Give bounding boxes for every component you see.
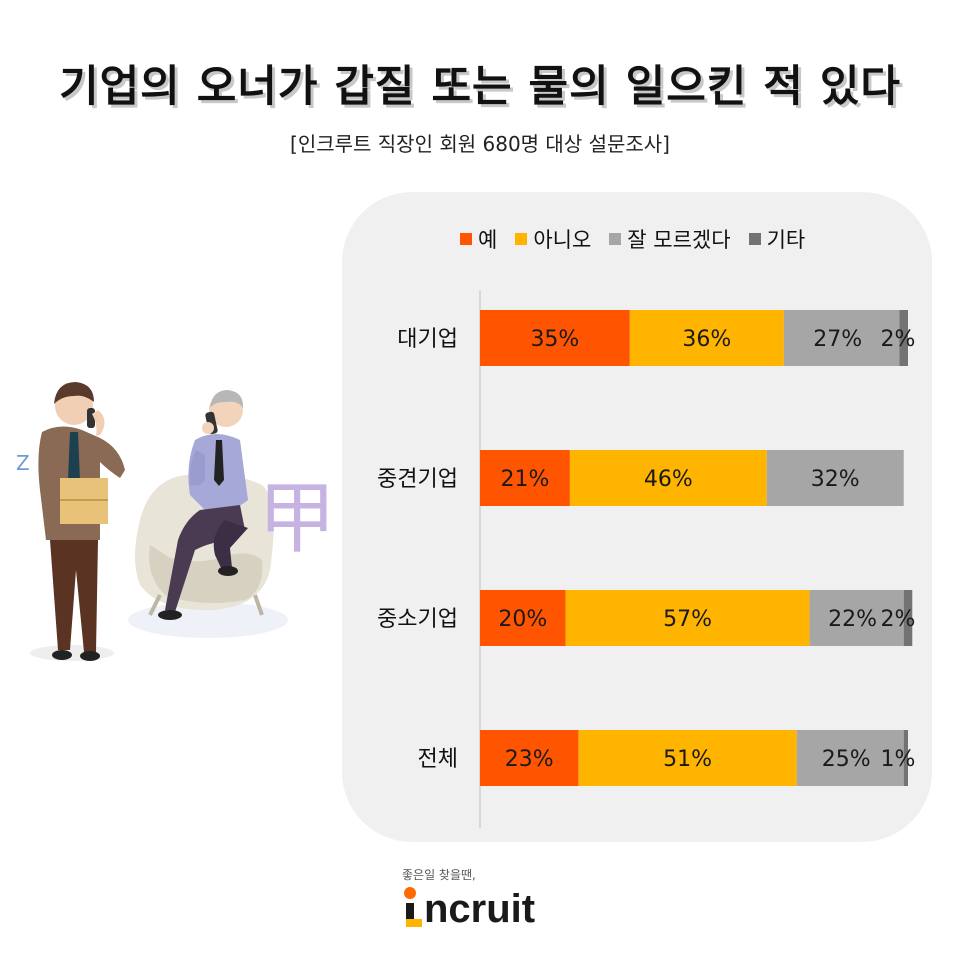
data-label-dontknow-0: 27%	[813, 327, 862, 352]
category-label-0: 대기업	[397, 327, 458, 352]
chart-title: 기업의 오너가 갑질 또는 물의 일으킨 적 있다	[59, 62, 901, 112]
gap-character-glyph: 甲	[258, 474, 336, 564]
sleep-z-glyph: Z	[16, 451, 30, 475]
bar-yes-0	[480, 310, 630, 366]
data-label-no-3: 51%	[663, 747, 712, 772]
legend-label-no: 아니오	[533, 228, 592, 252]
data-label-yes-3: 23%	[505, 747, 554, 772]
bar-dontknow-1	[766, 450, 904, 506]
category-label-1: 중견기업	[377, 467, 458, 492]
legend-item-yes: 예	[460, 224, 497, 254]
bar-dontknow-0	[783, 310, 900, 366]
legend-label-dontknow: 잘 모르겠다	[627, 228, 731, 252]
data-label-other-2: 2%	[881, 607, 916, 632]
incruit-logo: 좋은일 찾을땐, I ncruit	[400, 866, 570, 929]
category-label-3: 전체	[418, 747, 458, 772]
logo-mark: I ncruit	[400, 885, 570, 929]
data-label-no-0: 36%	[682, 327, 731, 352]
bar-no-1	[569, 450, 767, 506]
legend-item-no: 아니오	[515, 224, 591, 254]
data-label-yes-2: 20%	[498, 607, 547, 632]
standing-man-icon	[38, 382, 125, 661]
legend-label-yes: 예	[478, 228, 498, 252]
legend-swatch-no	[515, 233, 528, 245]
legend-swatch-other	[748, 233, 761, 245]
office-illustration: Z 甲	[16, 382, 336, 661]
bar-dontknow-3	[796, 730, 904, 786]
data-label-dontknow-2: 22%	[828, 607, 877, 632]
logo-mark-letter: I	[400, 885, 401, 886]
legend-swatch-dontknow	[609, 233, 622, 245]
bar-yes-2	[480, 590, 566, 646]
data-label-dontknow-1: 32%	[811, 467, 860, 492]
bar-other-0	[899, 310, 908, 366]
data-label-dontknow-3: 25%	[822, 747, 871, 772]
data-label-no-1: 46%	[644, 467, 693, 492]
bar-no-2	[565, 590, 810, 646]
logo-name: ncruit	[424, 887, 536, 931]
category-label-2: 중소기업	[377, 607, 458, 632]
data-label-other-3: 1%	[881, 747, 916, 772]
data-label-yes-0: 35%	[530, 327, 579, 352]
data-label-no-2: 57%	[663, 607, 712, 632]
bar-dontknow-2	[809, 590, 904, 646]
chart-bars: 대기업 35% 36% 27% 2% 중견기업 21% 46% 32% 중소기업 20% 57% 22%…	[377, 310, 915, 786]
bar-no-3	[578, 730, 797, 786]
bar-no-0	[629, 310, 784, 366]
legend-item-other: 기타	[748, 224, 806, 254]
legend-swatch-yes	[460, 233, 472, 245]
legend-label-other: 기타	[766, 228, 806, 252]
bar-yes-3	[480, 730, 579, 786]
chart-subtitle: [인크루트 직장인 회원 680명 대상 설문조사]	[290, 132, 670, 156]
logo-slogan: 좋은일 찾을땐,	[402, 868, 476, 882]
bar-other-3	[903, 730, 908, 786]
bar-yes-1	[480, 450, 570, 506]
seated-man-icon	[158, 390, 248, 620]
logo-i-icon: I	[400, 885, 422, 927]
data-label-yes-1: 21%	[500, 467, 549, 492]
bar-other-2	[903, 590, 913, 646]
legend-item-dontknow: 잘 모르겠다	[609, 224, 731, 254]
data-label-other-0: 2%	[881, 327, 916, 352]
chart-legend: 예 아니오 잘 모르겠다 기타	[460, 224, 805, 254]
